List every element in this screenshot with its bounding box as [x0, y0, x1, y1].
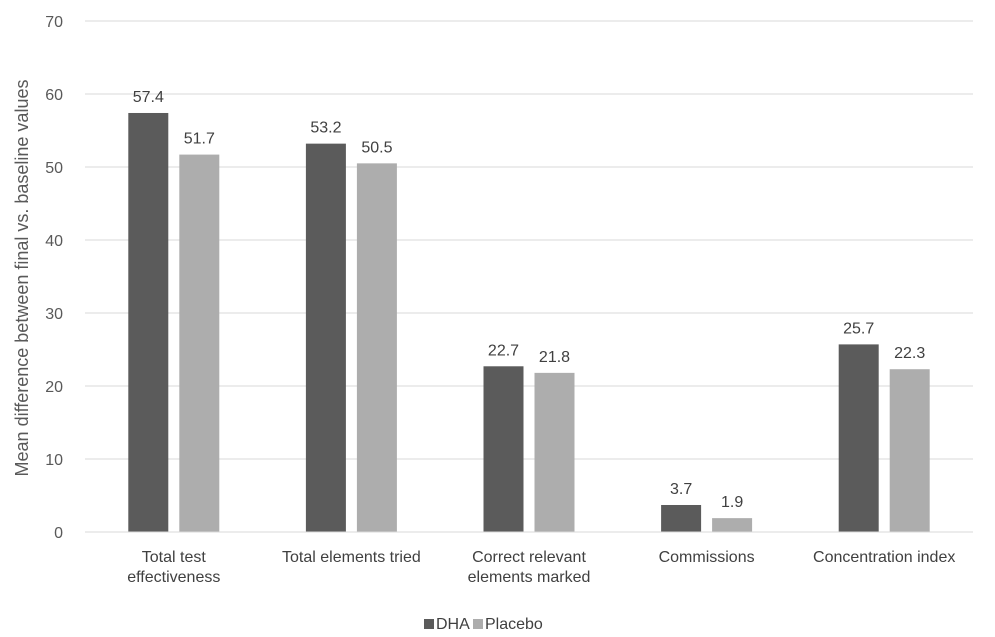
- bar-placebo: [534, 372, 575, 532]
- gridlines: [85, 20, 973, 460]
- bar-placebo: [712, 518, 753, 532]
- bar-dha: [661, 504, 702, 532]
- bar-dha: [128, 112, 169, 532]
- y-tick-label: 0: [54, 525, 63, 542]
- legend-swatch-placebo: [473, 619, 483, 629]
- bar-dha: [483, 366, 524, 532]
- legend-label-placebo: Placebo: [485, 616, 543, 633]
- data-label: 57.4: [133, 89, 164, 106]
- y-tick-label: 10: [45, 452, 63, 469]
- data-label: 21.8: [539, 349, 570, 366]
- bar-dha: [838, 344, 879, 532]
- data-label: 3.7: [670, 481, 692, 498]
- data-label: 25.7: [843, 320, 874, 337]
- data-label: 22.7: [488, 342, 519, 359]
- y-tick-label: 70: [45, 14, 63, 31]
- y-tick-label: 30: [45, 306, 63, 323]
- data-label: 1.9: [721, 494, 743, 511]
- y-tick-label: 40: [45, 233, 63, 250]
- category-label: Total elements tried: [282, 549, 421, 566]
- y-axis: 0 10 20 30 40 50 60 70: [45, 14, 63, 542]
- y-tick-label: 60: [45, 87, 63, 104]
- data-labels: 57.4 51.7 53.2 50.5 22.7 21.8 3.7 1.9 25.7 22.3: [133, 89, 926, 511]
- legend-label-dha: DHA: [436, 616, 470, 633]
- legend: DHA Placebo: [424, 616, 543, 633]
- data-label: 50.5: [361, 139, 392, 156]
- y-tick-label: 50: [45, 160, 63, 177]
- bar-placebo: [356, 163, 397, 532]
- bars: [128, 112, 930, 532]
- legend-swatch-dha: [424, 619, 434, 629]
- bar-placebo: [179, 154, 220, 532]
- data-label: 53.2: [310, 120, 341, 137]
- bar-dha: [305, 143, 346, 532]
- category-label: Total test effectiveness: [127, 549, 220, 586]
- y-axis-title: Mean difference between final vs. baseli…: [12, 80, 32, 477]
- data-label: 22.3: [894, 345, 925, 362]
- x-axis: Total test effectiveness Total elements tr…: [85, 531, 973, 586]
- bar-placebo: [889, 369, 930, 532]
- category-label: Commissions: [659, 549, 755, 566]
- data-label: 51.7: [184, 131, 215, 148]
- category-label: Correct relevant elements marked: [468, 549, 591, 586]
- y-tick-label: 20: [45, 379, 63, 396]
- category-label: Concentration index: [813, 549, 955, 566]
